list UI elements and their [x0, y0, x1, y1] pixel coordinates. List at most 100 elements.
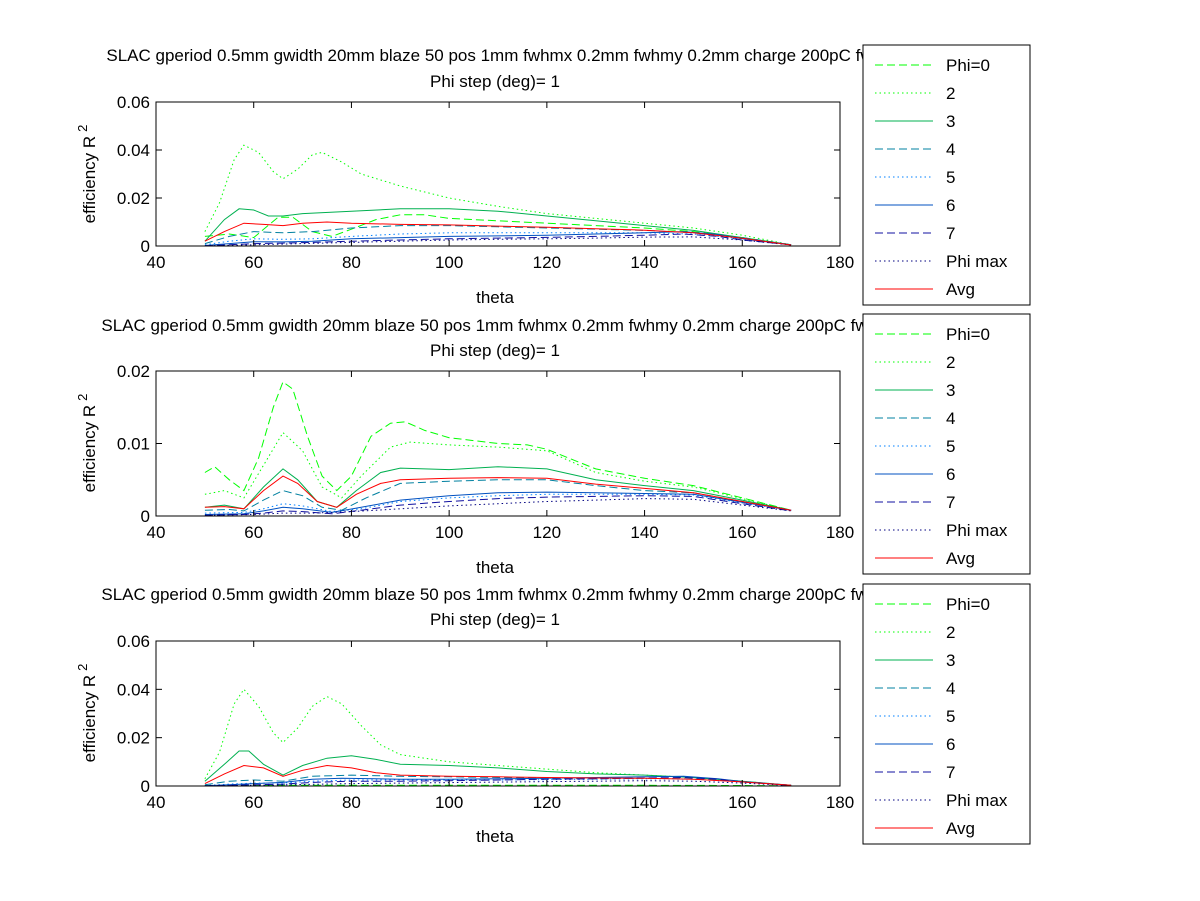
legend-entry: 3	[946, 381, 955, 400]
axes-box	[155, 640, 841, 787]
x-tick-label: 160	[728, 253, 756, 272]
x-tick-label: 60	[244, 253, 263, 272]
legend-entry: 5	[946, 168, 955, 187]
x-tick-label: 80	[342, 523, 361, 542]
legend-entry: 5	[946, 437, 955, 456]
series-line-1	[204, 688, 792, 786]
legend-entry: Phi max	[946, 791, 1008, 810]
y-tick-label: 0.02	[117, 729, 150, 748]
legend-entry: 7	[946, 224, 955, 243]
legend-entry: Phi=0	[946, 325, 990, 344]
x-tick-label: 160	[728, 793, 756, 812]
series-line-5	[204, 231, 792, 246]
series-line-8	[204, 764, 792, 786]
y-tick-label: 0.01	[117, 435, 150, 454]
y-tick-label: 0	[141, 237, 150, 256]
y-axis-label-superscript: 2	[75, 664, 90, 671]
legend-entry: 7	[946, 493, 955, 512]
subplot-3: SLAC gperiod 0.5mm gwidth 20mm blaze 50 …	[75, 583, 1031, 846]
legend-entry: Phi max	[946, 252, 1008, 271]
series-line-6	[204, 495, 792, 516]
series-line-5	[204, 775, 792, 787]
series-line-7	[204, 236, 792, 247]
series-line-0	[204, 381, 792, 511]
legend-entry: Phi=0	[946, 595, 990, 614]
plot-lines	[204, 144, 792, 247]
series-line-2	[204, 466, 792, 511]
plot-lines	[204, 381, 792, 516]
y-axis-label: efficiency R 2	[75, 664, 99, 763]
legend-entry: 6	[946, 465, 955, 484]
y-tick-label: 0	[141, 777, 150, 796]
series-line-8	[204, 475, 792, 511]
x-tick-label: 40	[147, 793, 166, 812]
axes-box	[155, 101, 841, 247]
x-tick-label: 40	[147, 253, 166, 272]
legend-entry: 6	[946, 196, 955, 215]
subplot-1: SLAC gperiod 0.5mm gwidth 20mm blaze 50 …	[75, 44, 1031, 307]
series-line-6	[204, 233, 792, 247]
y-axis-label-superscript: 2	[75, 125, 90, 132]
legend-box	[862, 44, 1031, 306]
x-tick-label: 40	[147, 523, 166, 542]
legend-entry: 2	[946, 84, 955, 103]
legend: Phi=0 2 3 4 5 6 7 Phi max Avg	[862, 583, 1031, 845]
y-axis-label-text: efficiency R	[80, 136, 99, 224]
series-line-3	[204, 479, 792, 512]
x-tick-label: 180	[826, 253, 854, 272]
legend-entry: 3	[946, 112, 955, 131]
y-axis-label: efficiency R 2	[75, 394, 99, 493]
subplot-2: SLAC gperiod 0.5mm gwidth 20mm blaze 50 …	[75, 313, 1031, 577]
x-tick-label: 140	[630, 793, 658, 812]
legend-entry: Phi=0	[946, 56, 990, 75]
legend-entry: 4	[946, 679, 955, 698]
y-tick-label: 0.04	[117, 141, 150, 160]
chart-title: SLAC gperiod 0.5mm gwidth 20mm blaze 50 …	[106, 46, 993, 65]
x-axis-label: theta	[476, 827, 514, 846]
x-tick-label: 180	[826, 793, 854, 812]
y-tick-label: 0.06	[117, 632, 150, 651]
x-axis-label: theta	[476, 288, 514, 307]
axis-ticks: 40 60 80 100 120 140 160 180 0 0.02 0.04 0.06	[117, 632, 854, 812]
axis-ticks: 40 60 80 100 120 140 160 180 0 0.02 0.04 0.06	[117, 93, 854, 272]
x-tick-label: 60	[244, 523, 263, 542]
series-line-6	[204, 776, 792, 787]
legend-entry: 3	[946, 651, 955, 670]
y-tick-label: 0.06	[117, 93, 150, 112]
legend-box	[862, 583, 1031, 845]
legend-entry: Avg	[946, 280, 975, 299]
series-line-5	[204, 491, 792, 515]
chart-subtitle: Phi step (deg)= 1	[430, 610, 560, 629]
x-tick-label: 80	[342, 253, 361, 272]
legend-box	[862, 313, 1031, 575]
y-axis-label-superscript: 2	[75, 394, 90, 401]
series-line-4	[204, 232, 792, 246]
legend: Phi=0 2 3 4 5 6 7 Phi max Avg	[862, 44, 1031, 306]
legend: Phi=0 2 3 4 5 6 7 Phi max Avg	[862, 313, 1031, 575]
chart-title: SLAC gperiod 0.5mm gwidth 20mm blaze 50 …	[101, 585, 988, 604]
chart-subtitle: Phi step (deg)= 1	[430, 72, 560, 91]
legend-entry: 6	[946, 735, 955, 754]
legend-entry: 5	[946, 707, 955, 726]
x-tick-label: 160	[728, 523, 756, 542]
x-tick-label: 60	[244, 793, 263, 812]
x-tick-label: 140	[630, 523, 658, 542]
y-axis-label-text: efficiency R	[80, 675, 99, 763]
y-axis-label-text: efficiency R	[80, 405, 99, 493]
y-tick-label: 0.02	[117, 362, 150, 381]
legend-entry: Phi max	[946, 521, 1008, 540]
x-axis-label: theta	[476, 558, 514, 577]
legend-entry: Avg	[946, 819, 975, 838]
x-tick-label: 180	[826, 523, 854, 542]
x-tick-label: 100	[435, 523, 463, 542]
legend-entry: 7	[946, 763, 955, 782]
y-axis-label: efficiency R 2	[75, 125, 99, 224]
series-line-0	[204, 214, 792, 246]
series-line-2	[204, 208, 792, 246]
chart-title: SLAC gperiod 0.5mm gwidth 20mm blaze 50 …	[101, 316, 988, 335]
x-tick-label: 120	[533, 523, 561, 542]
x-tick-label: 120	[533, 793, 561, 812]
y-tick-label: 0.04	[117, 680, 150, 699]
series-line-7	[204, 780, 792, 787]
